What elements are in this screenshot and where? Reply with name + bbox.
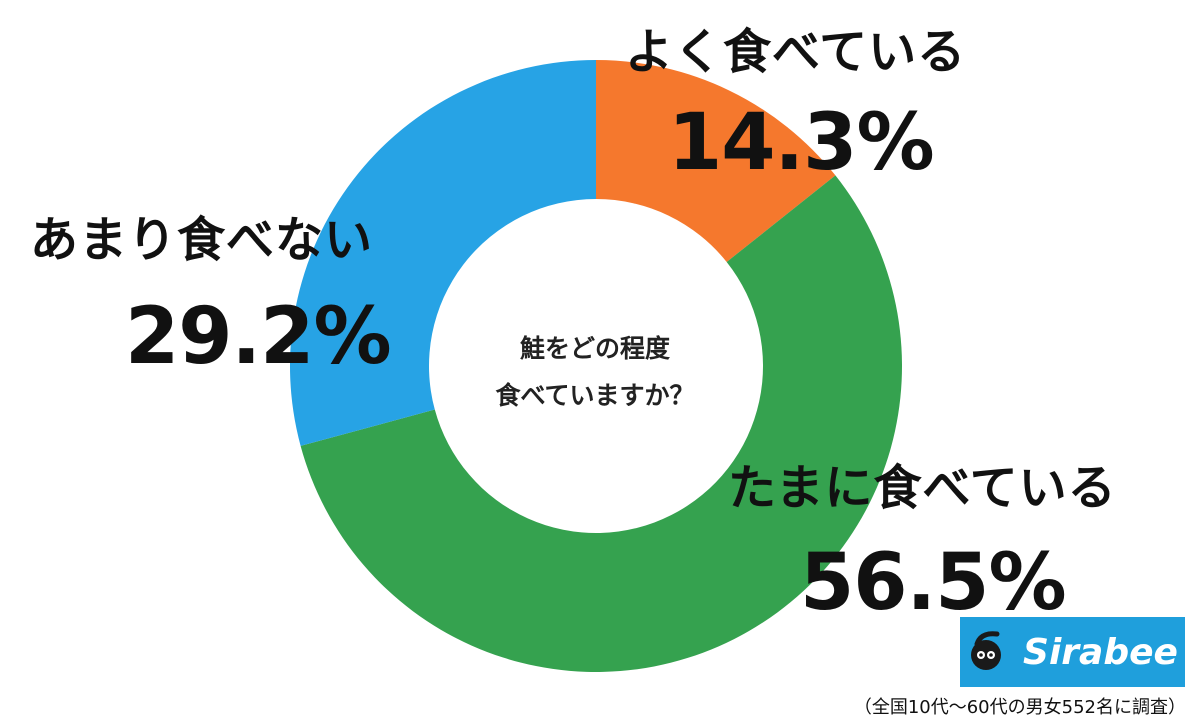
slice-value-tamani: 56.5%	[800, 538, 1066, 628]
slice-value-yoku: 14.3%	[668, 98, 934, 188]
sirabee-logo-text: Sirabee	[1023, 632, 1178, 673]
center-question-line-1: 鮭をどの程度	[475, 325, 715, 372]
sirabee-logo: Sirabee	[960, 617, 1185, 687]
slice-label-yoku: よく食べている	[625, 12, 966, 82]
slice-label-tamani: たまに食べている	[728, 448, 1117, 518]
slice-value-amari: 29.2%	[125, 292, 391, 382]
center-question: 鮭をどの程度 食べていますか？	[475, 325, 715, 419]
sirabee-logo-icon	[967, 630, 1017, 674]
survey-footnote: （全国10代〜60代の男女552名に調査）	[854, 693, 1186, 719]
slice-label-amari: あまり食べない	[30, 200, 373, 270]
center-question-line-2: 食べていますか？	[475, 372, 715, 419]
